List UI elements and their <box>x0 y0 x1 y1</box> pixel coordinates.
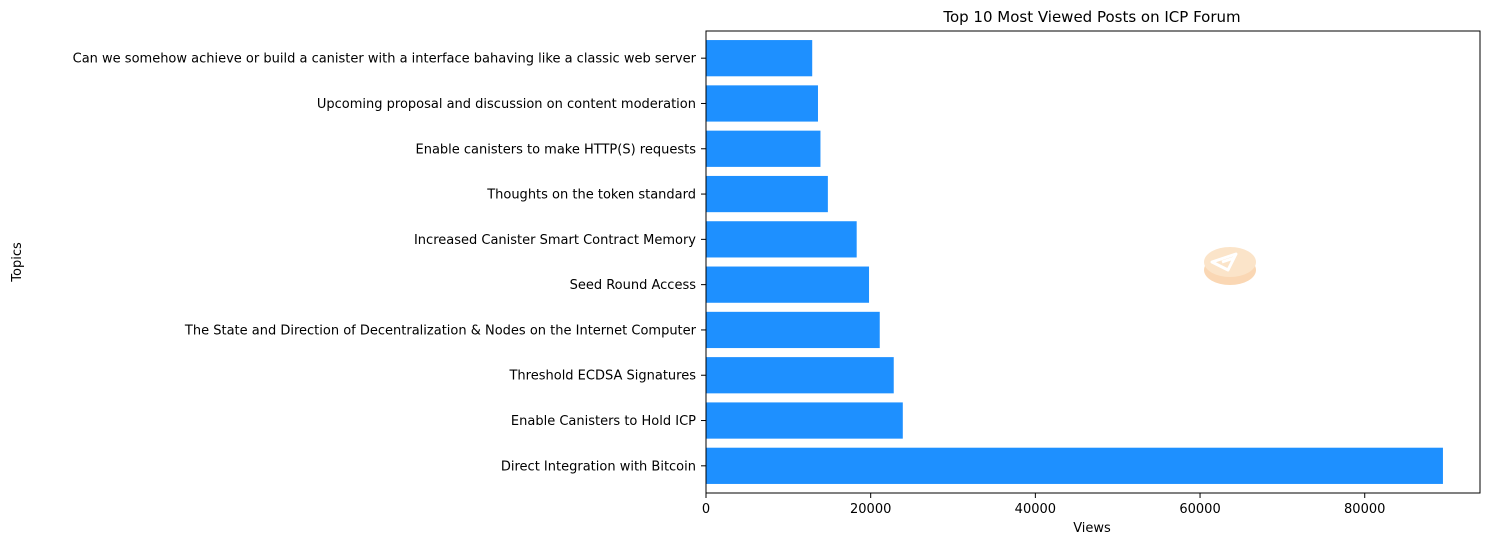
x-axis-title: Views <box>1073 521 1111 536</box>
plot-frame <box>705 30 1481 494</box>
bar <box>706 85 818 122</box>
y-tick-label: Enable Canisters to Hold ICP <box>511 414 696 429</box>
bar <box>706 130 821 167</box>
y-tick-label: Seed Round Access <box>570 278 697 293</box>
x-tick-label: 20000 <box>850 502 891 517</box>
bar <box>706 447 1443 484</box>
x-tick-label: 0 <box>702 502 710 517</box>
bar <box>706 266 870 303</box>
x-axis: 0 20000 40000 60000 80000 <box>702 493 1385 517</box>
bar <box>706 40 813 77</box>
bar <box>706 357 894 394</box>
y-tick-label: Threshold ECDSA Signatures <box>508 369 696 384</box>
bar <box>706 221 857 258</box>
y-tick-label: Can we somehow achieve or build a canist… <box>73 52 697 67</box>
y-tick-label: Enable canisters to make HTTP(S) request… <box>416 142 697 157</box>
bars-layer <box>706 40 1443 484</box>
y-tick-label: Thoughts on the token standard <box>486 188 696 203</box>
bar <box>706 175 828 213</box>
y-axis-title: Topics <box>10 242 25 283</box>
y-tick-label: The State and Direction of Decentralizat… <box>184 323 697 338</box>
y-tick-label: Increased Canister Smart Contract Memory <box>414 233 696 248</box>
icp-coin-logo <box>1204 247 1256 285</box>
x-tick-label: 80000 <box>1344 502 1385 517</box>
x-tick-label: 60000 <box>1179 502 1220 517</box>
bar <box>706 311 880 349</box>
bar <box>706 402 903 439</box>
y-tick-label: Upcoming proposal and discussion on cont… <box>317 97 696 112</box>
y-tick-label: Direct Integration with Bitcoin <box>501 459 696 474</box>
x-tick-label: 40000 <box>1015 502 1056 517</box>
y-axis: Direct Integration with Bitcoin Enable Ca… <box>73 52 706 474</box>
chart-title: Top 10 Most Viewed Posts on ICP Forum <box>942 8 1240 26</box>
